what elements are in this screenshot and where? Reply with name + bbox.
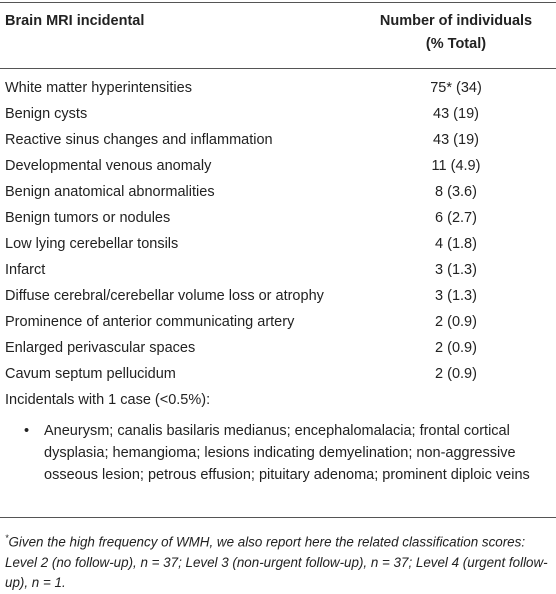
row-label: White matter hyperintensities (5, 80, 192, 96)
header-cell: (% Total) (425, 36, 487, 52)
row-value: 11 (4.9) (431, 158, 481, 174)
bullet-item: Aneurysm; canalis basilaris medianus; en… (24, 420, 556, 486)
row-value: 3 (1.3) (435, 288, 477, 304)
row-value: 2 (0.9) (435, 366, 477, 382)
row-value: 43 (19) (433, 132, 479, 148)
row-label: Infarct (5, 262, 46, 278)
footnote-marker: * (5, 533, 9, 543)
row-value: 8 (3.6) (435, 184, 477, 200)
row-label: Developmental venous anomaly (5, 158, 212, 174)
footnote-text: Given the high frequency of WMH, we also… (5, 534, 548, 591)
header-rule (0, 68, 556, 69)
bottom-rule (0, 517, 556, 518)
row-label: Benign anatomical abnormalities (5, 184, 215, 200)
row-value: 2 (0.9) (435, 340, 477, 356)
row-value: 75* (34) (430, 80, 482, 96)
row-label: Prominence of anterior communicating art… (5, 314, 295, 330)
row-value: 43 (19) (433, 106, 479, 122)
bullet-list: Aneurysm; canalis basilaris medianus; en… (20, 420, 556, 486)
row-label: Benign tumors or nodules (5, 210, 171, 226)
row-label: Reactive sinus changes and inflammation (5, 132, 273, 148)
header-cell: Brain MRI incidental (5, 13, 145, 29)
footnote: *Given the high frequency of WMH, we als… (5, 528, 553, 594)
row-label: Enlarged perivascular spaces (5, 340, 196, 356)
top-rule (0, 2, 556, 3)
subheading: Incidentals with 1 case (<0.5%): (5, 392, 211, 408)
row-label: Low lying cerebellar tonsils (5, 236, 179, 252)
row-label: Benign cysts (5, 106, 88, 122)
header-cell: Number of individuals (379, 13, 533, 29)
row-label: Cavum septum pellucidum (5, 366, 176, 382)
row-value: 6 (2.7) (435, 210, 477, 226)
row-value: 3 (1.3) (435, 262, 477, 278)
row-label: Diffuse cerebral/cerebellar volume loss … (5, 288, 324, 304)
row-value: 2 (0.9) (435, 314, 477, 330)
row-value: 4 (1.8) (435, 236, 477, 252)
